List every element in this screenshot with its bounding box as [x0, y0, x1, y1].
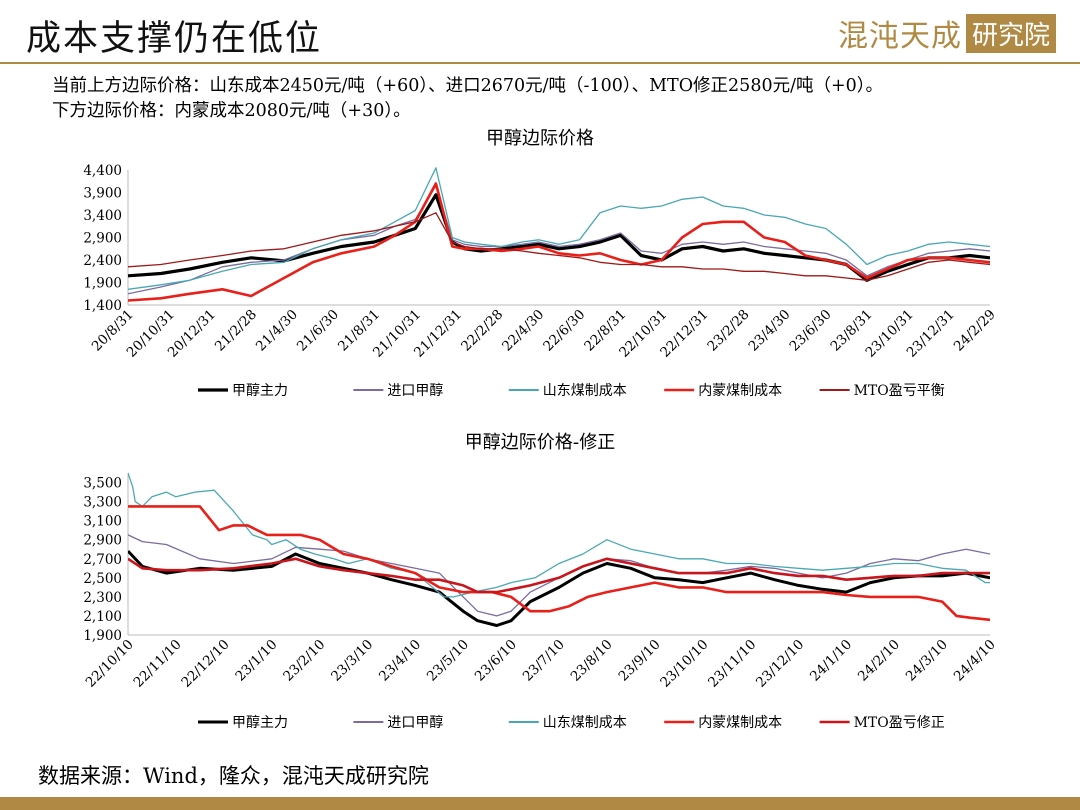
series-line-4 [128, 505, 990, 622]
x-tick-label: 22/4/30 [499, 307, 547, 355]
y-tick-label: 2,400 [83, 253, 122, 269]
x-tick-label: 23/6/10 [472, 637, 520, 685]
legend-label: MTO盈亏平衡 [854, 383, 945, 399]
y-tick-label: 2,300 [83, 590, 122, 606]
y-tick-label: 1,400 [83, 298, 122, 314]
legend-label: 甲醇主力 [232, 714, 288, 731]
page-title: 成本支撑仍在低位 [26, 19, 323, 59]
x-tick-label: 24/3/10 [903, 637, 951, 685]
legend-label: MTO盈亏修正 [854, 715, 945, 731]
x-tick-label: 21/4/30 [253, 307, 301, 355]
x-tick-label: 24/1/10 [807, 637, 855, 685]
x-tick-label: 23/1/10 [232, 637, 280, 685]
chart-2: 3,500 3,300 3,100 2,900 2,700 2,500 2,300 2,100… [83, 472, 999, 731]
x-tick-label: 23/7/10 [520, 637, 568, 685]
x-tick-label: 22/2/28 [458, 307, 506, 355]
x-tick-label: 22/12/10 [178, 637, 232, 691]
x-tick-label: 23/12/10 [753, 637, 807, 691]
series-line-1 [128, 193, 990, 282]
header-divider [0, 62, 1080, 64]
series-line-3 [128, 167, 990, 290]
series-line-5 [128, 212, 990, 281]
x-tick-label: 22/11/10 [131, 637, 185, 691]
series-line-1 [128, 550, 990, 627]
x-tick-label: 21/2/28 [212, 307, 260, 355]
legend-label: 甲醇主力 [232, 382, 288, 399]
x-tick-label: 23/2/28 [704, 307, 752, 355]
series-line-3 [128, 472, 990, 598]
legend-label: 进口甲醇 [387, 382, 443, 399]
note-line-1: 当前上方边际价格：山东成本2450元/吨（+60）、进口2670元/吨（-100… [52, 76, 884, 96]
legend-label: 山东煤制成本 [543, 383, 627, 399]
x-tick-label: 23/4/10 [376, 637, 424, 685]
legend-label: 内蒙煤制成本 [698, 715, 782, 731]
x-tick-label: 24/4/10 [951, 637, 999, 685]
x-tick-label: 23/4/30 [745, 307, 793, 355]
logo-text: 混沌天成 [837, 19, 962, 54]
legend-label: 山东煤制成本 [543, 715, 627, 731]
chart1-title: 甲醇边际价格 [486, 128, 594, 149]
brand-logo: 混沌天成 研究院 [837, 13, 1056, 54]
y-tick-label: 1,900 [83, 628, 122, 644]
legend-label: 进口甲醇 [387, 714, 443, 731]
chart-1: 4,4003,9003,4002,9002,4001,9001,40020/8/… [83, 163, 999, 399]
y-tick-label: 4,400 [83, 163, 122, 179]
note-line-2: 下方边际价格：内蒙成本2080元/吨（+30）。 [52, 101, 411, 121]
x-tick-label: 21/6/30 [294, 307, 342, 355]
x-tick-label: 23/10/10 [657, 637, 711, 691]
x-tick-label: 23/11/10 [705, 637, 759, 691]
x-tick-label: 23/6/30 [787, 307, 835, 355]
y-tick-label: 3,500 [83, 476, 122, 492]
y-tick-label: 3,100 [83, 514, 122, 530]
x-tick-label: 23/3/10 [328, 637, 376, 685]
x-tick-label: 23/8/10 [568, 637, 616, 685]
y-tick-label: 2,500 [83, 571, 122, 587]
x-tick-label: 24/2/10 [855, 637, 903, 685]
y-tick-label: 3,900 [83, 186, 122, 202]
y-tick-label: 2,900 [83, 533, 122, 549]
x-tick-label: 23/9/10 [615, 637, 663, 685]
series-line-5 [128, 557, 990, 594]
y-tick-label: 2,900 [83, 231, 122, 247]
y-tick-label: 2,100 [83, 609, 122, 625]
legend-label: 内蒙煤制成本 [698, 383, 782, 399]
x-tick-label: 23/2/10 [280, 637, 328, 685]
source-note: 数据来源：Wind，隆众，混沌天成研究院 [38, 764, 429, 788]
chart2-title: 甲醇边际价格-修正 [464, 432, 616, 453]
y-tick-label: 1,900 [83, 276, 122, 292]
x-tick-label: 22/10/10 [83, 637, 137, 691]
x-tick-label: 22/6/30 [540, 307, 588, 355]
logo-box: 研究院 [965, 13, 1056, 53]
footer-bar [0, 797, 1080, 810]
y-tick-label: 2,700 [83, 552, 122, 568]
y-tick-label: 3,300 [83, 495, 122, 511]
series-line-2 [128, 185, 990, 295]
y-tick-label: 3,400 [83, 208, 122, 224]
series-line-4 [128, 182, 990, 302]
x-tick-label: 24/2/29 [951, 307, 999, 355]
x-tick-label: 23/5/10 [424, 637, 472, 685]
